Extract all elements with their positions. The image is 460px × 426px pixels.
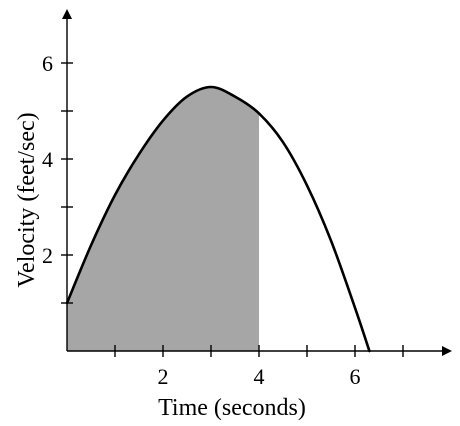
ticks-layer: 2 4 6 2 4 6 [42, 51, 404, 389]
shaded-area [67, 87, 259, 351]
x-tick-label-4: 4 [254, 364, 265, 389]
velocity-curve [65, 85, 371, 353]
y-tick-label-2: 2 [42, 243, 53, 268]
x-tick-label-6: 6 [350, 364, 361, 389]
y-axis-title: Velocity (feet/sec) [14, 112, 40, 287]
y-tick-label-4: 4 [42, 147, 53, 172]
y-tick-label-6: 6 [42, 51, 53, 76]
plot-area [65, 85, 371, 353]
x-axis-title: Time (seconds) [158, 395, 306, 421]
x-tick-label-2: 2 [158, 364, 169, 389]
